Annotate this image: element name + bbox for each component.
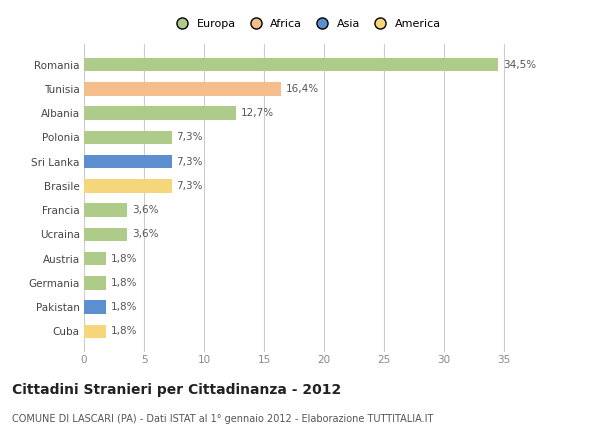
Bar xyxy=(84,179,172,193)
Bar xyxy=(84,252,106,265)
Text: Cittadini Stranieri per Cittadinanza - 2012: Cittadini Stranieri per Cittadinanza - 2… xyxy=(12,383,341,397)
Bar xyxy=(84,276,106,290)
Bar xyxy=(84,227,127,241)
Text: 7,3%: 7,3% xyxy=(176,181,203,191)
Text: 34,5%: 34,5% xyxy=(503,60,536,70)
Text: 7,3%: 7,3% xyxy=(176,157,203,167)
Bar xyxy=(84,325,106,338)
Bar xyxy=(84,82,281,95)
Text: 16,4%: 16,4% xyxy=(286,84,319,94)
Text: 1,8%: 1,8% xyxy=(110,302,137,312)
Text: 1,8%: 1,8% xyxy=(110,253,137,264)
Legend: Europa, Africa, Asia, America: Europa, Africa, Asia, America xyxy=(171,19,441,29)
Bar xyxy=(84,155,172,169)
Text: COMUNE DI LASCARI (PA) - Dati ISTAT al 1° gennaio 2012 - Elaborazione TUTTITALIA: COMUNE DI LASCARI (PA) - Dati ISTAT al 1… xyxy=(12,414,433,424)
Text: 1,8%: 1,8% xyxy=(110,278,137,288)
Text: 3,6%: 3,6% xyxy=(132,229,158,239)
Bar xyxy=(84,58,498,71)
Bar xyxy=(84,301,106,314)
Bar xyxy=(84,131,172,144)
Text: 1,8%: 1,8% xyxy=(110,326,137,336)
Bar xyxy=(84,106,236,120)
Text: 3,6%: 3,6% xyxy=(132,205,158,215)
Text: 7,3%: 7,3% xyxy=(176,132,203,143)
Bar xyxy=(84,203,127,217)
Text: 12,7%: 12,7% xyxy=(241,108,274,118)
